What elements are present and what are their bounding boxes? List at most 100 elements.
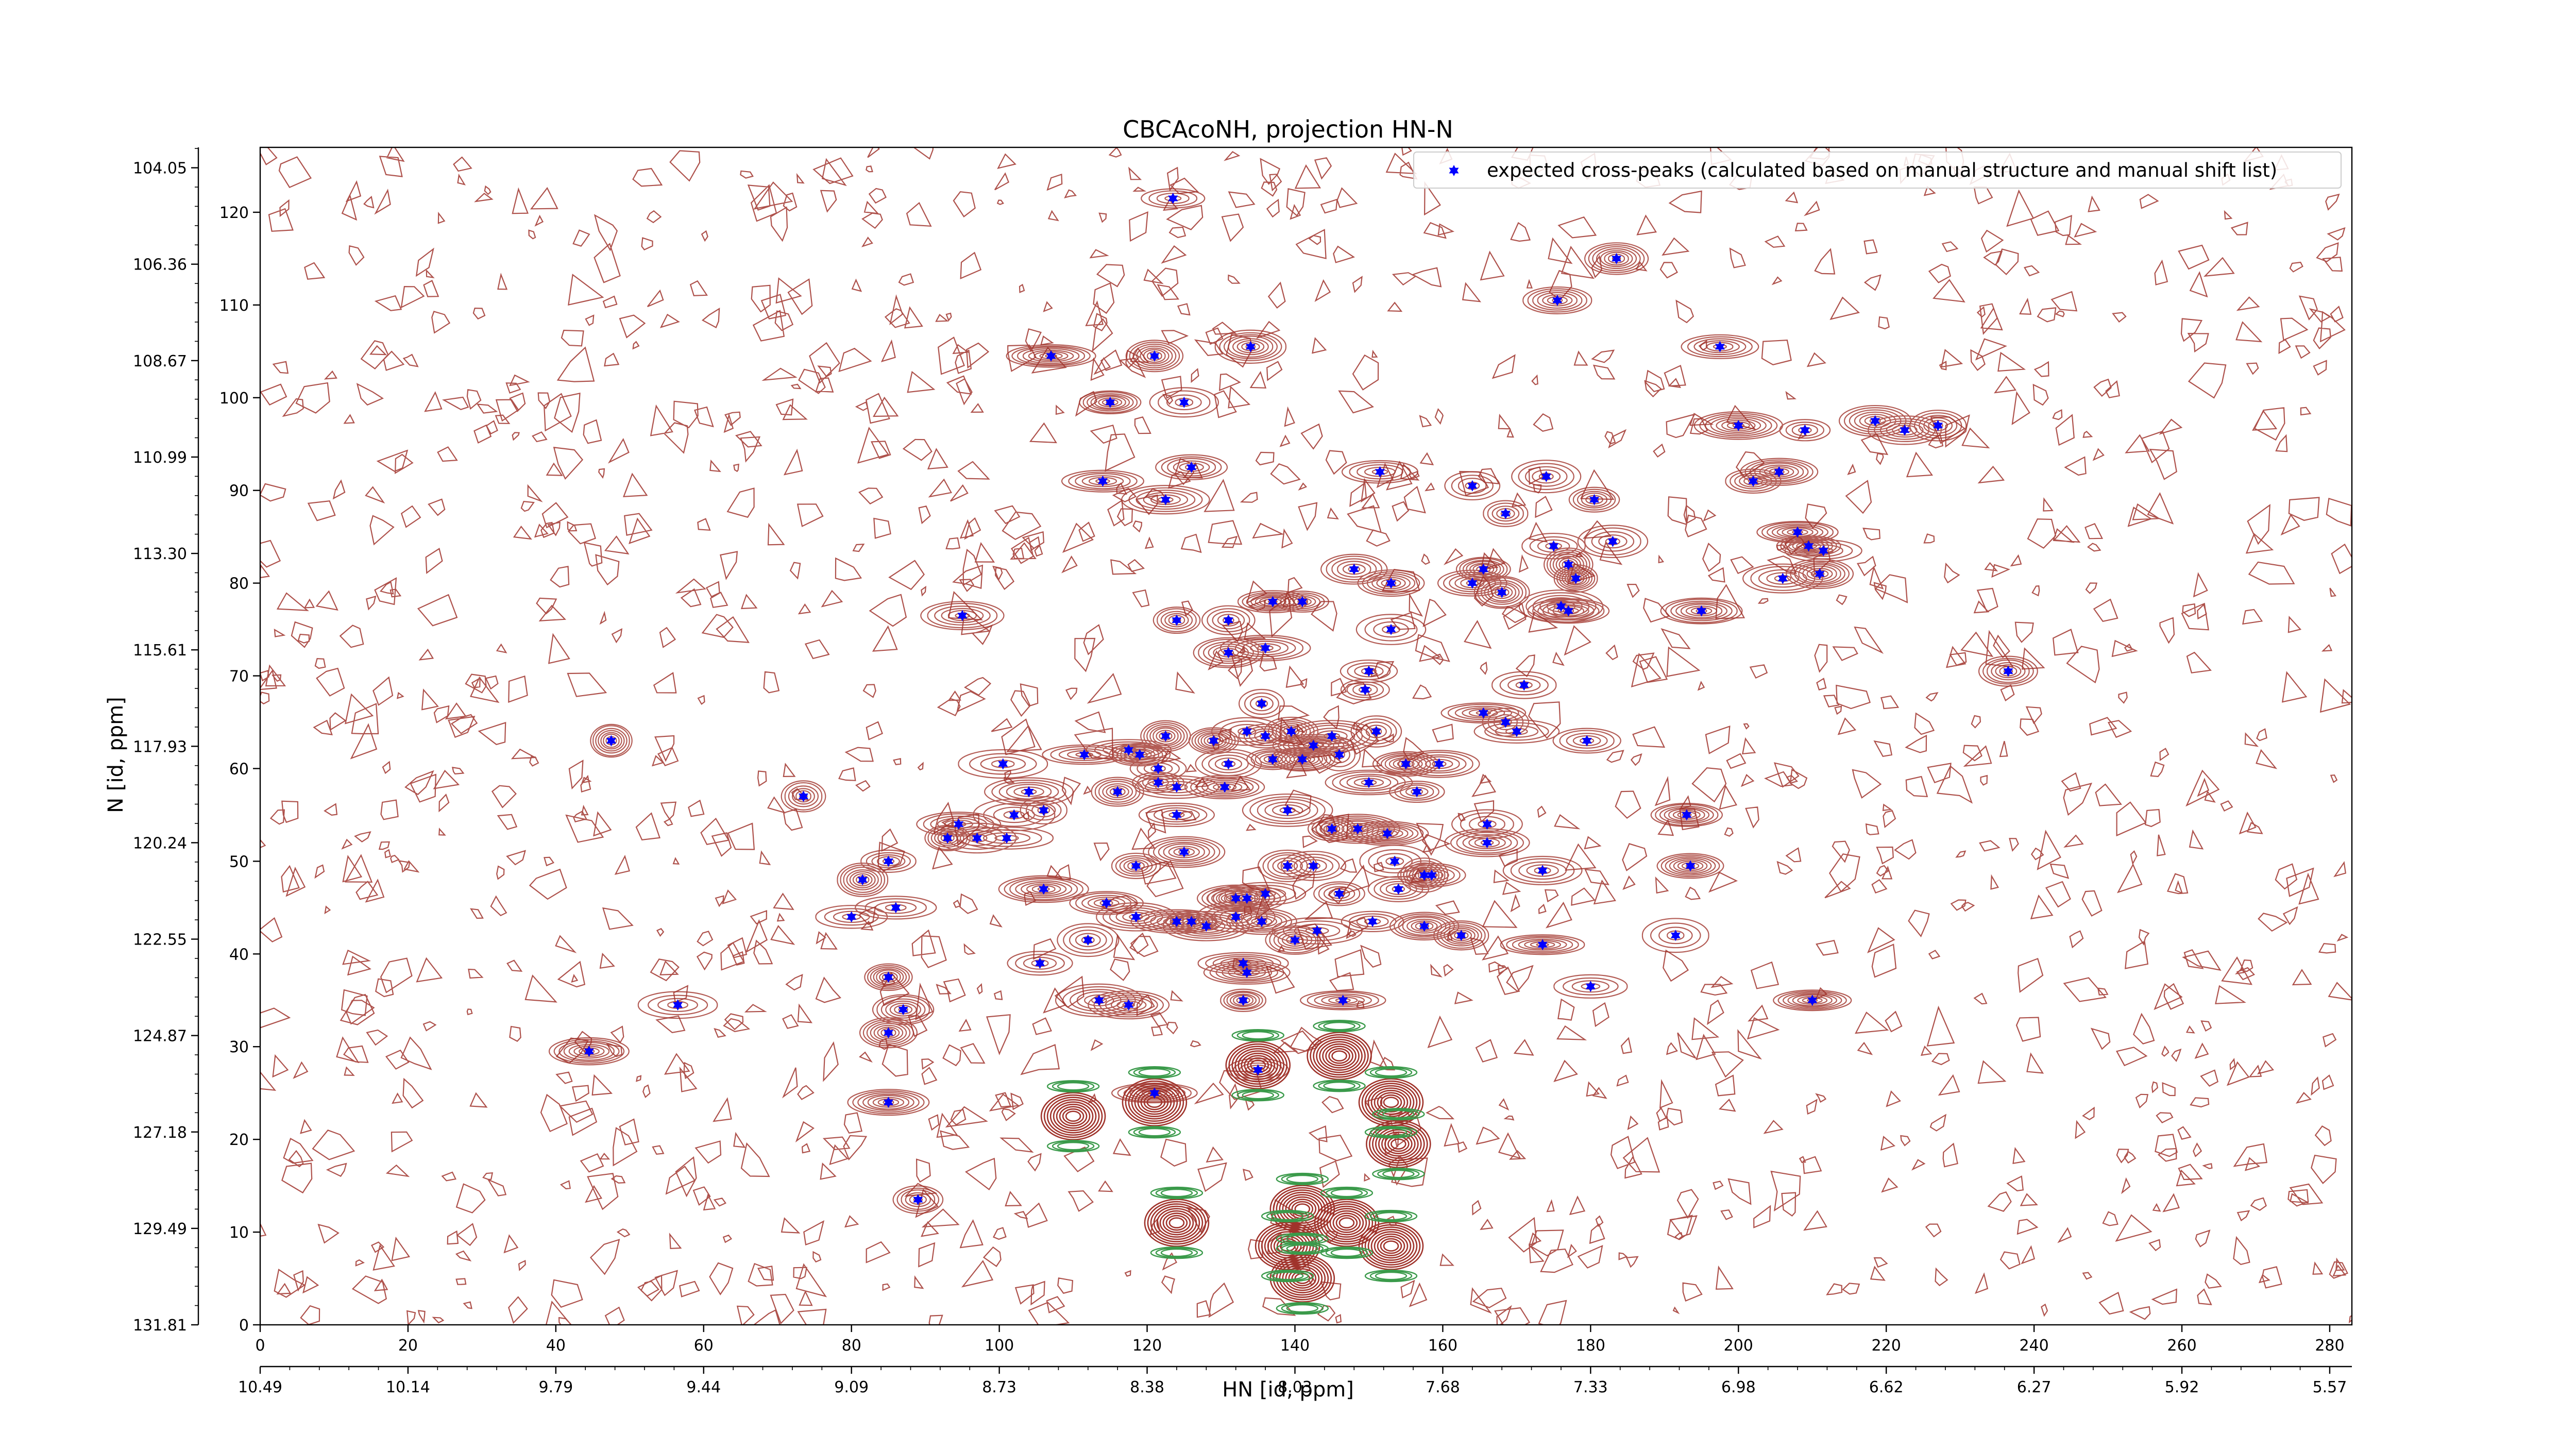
cross-peak-71 <box>998 758 1008 770</box>
y-tick-label-9: 90 <box>229 482 249 500</box>
cross-peak-15 <box>1098 475 1108 487</box>
cross-peak-120 <box>846 911 857 923</box>
cross-peak-98 <box>1002 832 1012 844</box>
cross-peak-86 <box>1039 804 1049 816</box>
y-tick-label-5: 50 <box>229 853 249 871</box>
cross-peak-67 <box>1134 749 1145 761</box>
cross-peak-79 <box>1112 786 1123 798</box>
cross-peak-139 <box>673 999 683 1011</box>
cross-peak-128 <box>1537 939 1548 951</box>
x-tick-label-8: 160 <box>1428 1337 1458 1355</box>
cross-peak-132 <box>1290 934 1300 946</box>
cross-peak-44 <box>1223 614 1233 626</box>
strong-peak-contours <box>1040 1032 1431 1303</box>
cross-peak-118 <box>1131 911 1141 923</box>
cross-peak-2 <box>1552 294 1563 306</box>
cross-peak-36 <box>1497 586 1507 598</box>
cross-peak-23 <box>1500 508 1511 519</box>
x-tick-label-14: 280 <box>2315 1337 2344 1355</box>
cross-peak-47 <box>1364 665 1374 677</box>
y-tick-label-1: 10 <box>229 1224 249 1242</box>
ppm-x-tick-label-9: 7.33 <box>1573 1378 1608 1396</box>
cross-peak-95 <box>954 818 964 830</box>
ppm-x-tick-label-0: 10.49 <box>238 1378 282 1396</box>
cross-peak-90 <box>1352 823 1363 835</box>
cross-peak-21 <box>1774 466 1784 478</box>
cross-peak-52 <box>2003 665 2013 677</box>
cross-peak-74 <box>1401 758 1411 770</box>
cross-peak-35 <box>1467 577 1478 589</box>
cross-peak-78 <box>1153 777 1163 788</box>
cross-peak-5 <box>1046 350 1056 362</box>
x-tick-label-13: 260 <box>2167 1337 2196 1355</box>
cross-peak-112 <box>1260 888 1270 900</box>
cross-peak-133 <box>1172 916 1182 928</box>
cross-peak-80 <box>1172 781 1182 793</box>
cross-peak-114 <box>1393 883 1403 895</box>
ppm-x-tick-label-8: 7.68 <box>1426 1378 1460 1396</box>
x-tick-label-1: 20 <box>398 1337 418 1355</box>
cross-peak-110 <box>857 874 868 886</box>
cross-peak-108 <box>1419 869 1430 881</box>
cross-peak-55 <box>1512 726 1522 737</box>
ppm-y-tick-label-6: 117.93 <box>133 738 187 756</box>
cross-peak-20 <box>1748 475 1758 487</box>
x-tick-label-3: 60 <box>694 1337 714 1355</box>
x-tick-label-11: 220 <box>1872 1337 1901 1355</box>
cross-peak-109 <box>1685 860 1696 872</box>
x-tick-label-0: 0 <box>255 1337 265 1355</box>
ppm-y-tick-label-8: 113.30 <box>133 545 187 563</box>
cross-peak-140 <box>1094 995 1104 1006</box>
cross-peak-99 <box>1179 846 1189 858</box>
cross-peak-84 <box>798 790 808 802</box>
cross-peak-56 <box>1500 716 1511 728</box>
cross-peak-103 <box>1389 855 1400 867</box>
cross-peak-127 <box>1456 930 1466 941</box>
cross-peak-117 <box>1231 892 1241 904</box>
cross-peak-85 <box>1024 786 1034 798</box>
ppm-x-tick-label-10: 6.98 <box>1721 1378 1756 1396</box>
cross-peak-141 <box>1124 999 1134 1011</box>
noise-contours <box>260 147 2352 1325</box>
ppm-x-axis: 10.49 10.14 9.79 9.44 9.09 8.73 8.38 8.03 7.68 7.… <box>238 1366 2352 1396</box>
legend-label: expected cross-peaks (calculated based o… <box>1487 159 2277 181</box>
cross-peak-25 <box>1607 535 1618 547</box>
cross-peak-82 <box>1364 777 1374 788</box>
x-tick-label-2: 40 <box>546 1337 566 1355</box>
ppm-y-tick-label-12: 104.05 <box>133 160 187 178</box>
cross-peak-125 <box>1367 916 1378 928</box>
cross-peak-39 <box>1297 596 1308 608</box>
cross-peak-0 <box>1168 193 1178 204</box>
ppm-y-axis: 131.81 129.49 127.18 124.87 122.55 120.24 117.… <box>133 147 199 1335</box>
y-tick-label-0: 0 <box>239 1317 249 1335</box>
cross-peak-143 <box>898 1004 908 1016</box>
cross-peak-13 <box>1800 424 1810 436</box>
cross-peak-10 <box>1870 415 1880 427</box>
cross-peak-146 <box>883 1027 893 1039</box>
cross-peak-97 <box>972 832 982 844</box>
cross-peak-147 <box>584 1046 594 1057</box>
cross-peak-11 <box>1900 424 1910 436</box>
cross-peak-126 <box>1419 920 1430 932</box>
y-tick-label-8: 80 <box>229 575 249 593</box>
cross-peak-122 <box>1201 920 1211 932</box>
cross-peak-58 <box>1371 726 1381 737</box>
ppm-x-tick-label-14: 5.57 <box>2313 1378 2347 1396</box>
cross-peak-96 <box>942 832 953 844</box>
contour-layer <box>260 147 2352 1325</box>
cross-peak-41 <box>1563 605 1573 617</box>
cross-peak-100 <box>1131 860 1141 872</box>
ppm-x-tick-label-13: 5.92 <box>2165 1378 2199 1396</box>
cross-peak-16 <box>1160 494 1171 506</box>
ppm-x-tick-label-1: 10.14 <box>386 1378 430 1396</box>
x-tick-label-10: 200 <box>1724 1337 1753 1355</box>
ppm-x-tick-label-2: 9.79 <box>538 1378 573 1396</box>
cross-peak-89 <box>1327 823 1337 835</box>
ppm-x-tick-label-11: 6.62 <box>1869 1378 1904 1396</box>
ppm-y-tick-label-0: 131.81 <box>133 1317 187 1335</box>
cross-peak-73 <box>1334 749 1345 761</box>
cross-peak-4 <box>1245 341 1256 352</box>
cross-peak-116 <box>1242 892 1252 904</box>
y-tick-label-7: 70 <box>229 668 249 686</box>
cross-peak-59 <box>1327 730 1337 742</box>
